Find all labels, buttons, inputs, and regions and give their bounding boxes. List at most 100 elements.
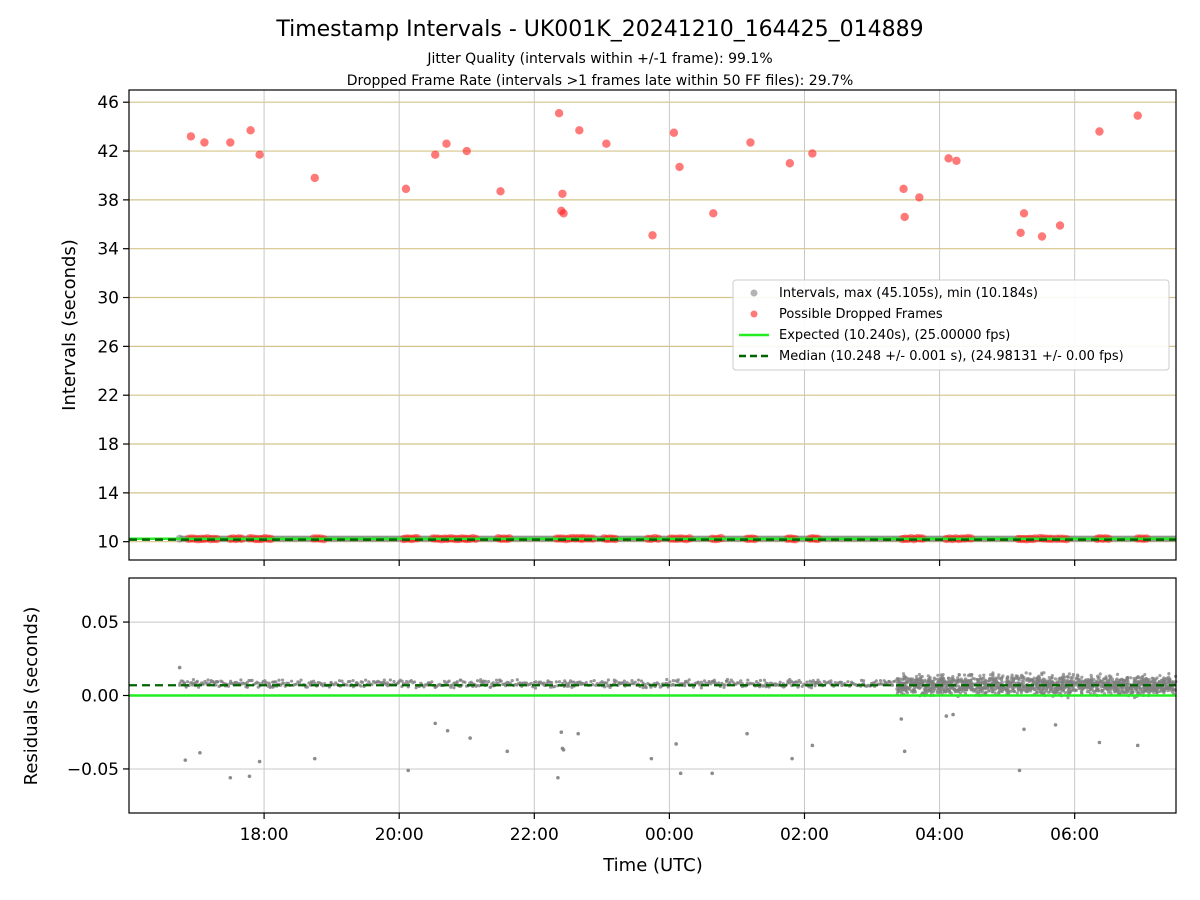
x-tick-label: 18:00 (240, 825, 289, 845)
residual-point (1074, 677, 1078, 681)
residual-point (294, 682, 298, 686)
residual-point (1122, 679, 1126, 683)
residual-point (969, 673, 974, 677)
residual-point (987, 689, 992, 693)
residual-point (929, 680, 934, 684)
residuals-plot: −0.05 0.00 0.05 18:00 20:00 22:00 00:00 02:00 0… (21, 577, 1178, 876)
residual-point (477, 684, 481, 688)
intervals-y-axis-label: Intervals (seconds) (59, 239, 80, 411)
legend-entry-median: Median (10.248 +/- 0.001 s), (24.98131 +… (779, 349, 1124, 364)
residual-point (1020, 679, 1024, 683)
residual-point (1029, 689, 1033, 693)
residual-point (989, 673, 993, 677)
residual-point (903, 677, 907, 681)
dropped-frame-point (1019, 209, 1029, 218)
intervals-plot: 10 14 18 22 26 30 34 38 42 46 Intervals (seconds) (59, 89, 1177, 566)
residual-point (1049, 687, 1053, 691)
dropped-frame-point (1037, 232, 1047, 241)
residual-point (1066, 696, 1070, 700)
residual-point (683, 684, 687, 688)
residual-point (553, 684, 557, 688)
residual-point (1036, 678, 1041, 682)
residual-point (1038, 686, 1042, 691)
residual-point (405, 679, 409, 684)
residual-point (956, 676, 960, 680)
residual-point (1143, 672, 1147, 677)
intervals-y-tick-label: 14 (97, 484, 119, 504)
residual-point (920, 674, 924, 679)
residual-point (1037, 674, 1041, 678)
residual-point (957, 673, 961, 677)
intervals-grid (129, 90, 1176, 560)
residual-outlier-point (1053, 723, 1058, 727)
dropped-frame-point (558, 189, 567, 198)
residual-point (1041, 681, 1045, 685)
residual-point (982, 673, 986, 677)
residual-point (1078, 686, 1082, 690)
residual-point (1059, 691, 1063, 695)
dropped-frame-point (496, 187, 505, 196)
residual-point (412, 680, 417, 684)
residual-point (264, 681, 268, 685)
residual-point (312, 679, 316, 683)
residual-point (1171, 685, 1175, 689)
residual-point (345, 683, 349, 687)
residual-point (912, 689, 917, 693)
intervals-reference-lines (129, 537, 1176, 541)
residual-point (239, 678, 243, 682)
residual-point (931, 690, 935, 694)
residual-point (898, 677, 902, 681)
residual-outlier-point (576, 731, 580, 736)
residual-point (969, 678, 973, 682)
chart-subtitle-jitter: Jitter Quality (intervals within +/-1 fr… (426, 51, 772, 67)
residual-outlier-point (559, 730, 564, 735)
residual-point (1024, 671, 1028, 675)
residual-point (533, 686, 538, 690)
residual-outlier-point (710, 771, 714, 776)
dropped-frame-point (785, 159, 795, 168)
residual-point (952, 678, 956, 682)
residual-point (534, 680, 538, 684)
residual-point (951, 674, 955, 679)
residual-point (762, 678, 767, 682)
residual-point (641, 686, 645, 690)
residual-point (1162, 680, 1166, 684)
residual-point (178, 681, 182, 685)
residual-point (717, 681, 721, 685)
residual-point (636, 678, 641, 682)
residual-point (1073, 688, 1077, 692)
residual-point (382, 678, 386, 682)
residual-point (1060, 677, 1064, 681)
residual-point (1125, 685, 1129, 689)
residual-point (1050, 681, 1055, 685)
residual-point (861, 679, 866, 683)
residual-point (829, 679, 833, 683)
intervals-y-tick-label: 30 (97, 289, 119, 309)
residual-outlier-point (505, 749, 510, 754)
residual-point (840, 680, 844, 684)
residual-point (567, 684, 571, 688)
dropped-frame-point (709, 209, 718, 218)
residual-point (935, 688, 939, 693)
residual-point (515, 678, 519, 682)
residual-point (942, 677, 946, 681)
residual-point (888, 680, 893, 684)
dropped-frame-point (401, 184, 411, 194)
residual-point (1015, 674, 1020, 678)
residuals-y-axis-label: Residuals (seconds) (21, 607, 42, 786)
residual-point (557, 680, 562, 684)
residual-point (475, 679, 480, 683)
residual-point (1080, 675, 1084, 679)
residual-outlier-point (810, 743, 815, 748)
residual-point (1035, 683, 1039, 687)
residual-point (1085, 686, 1089, 690)
residual-point (499, 679, 503, 683)
residual-point (1063, 691, 1067, 695)
residual-point (321, 684, 325, 688)
residual-point (657, 682, 661, 686)
residual-outlier-point (433, 721, 438, 726)
dropped-frame-point (944, 154, 953, 163)
dropped-frame-point (226, 138, 235, 147)
residual-point (948, 690, 952, 694)
